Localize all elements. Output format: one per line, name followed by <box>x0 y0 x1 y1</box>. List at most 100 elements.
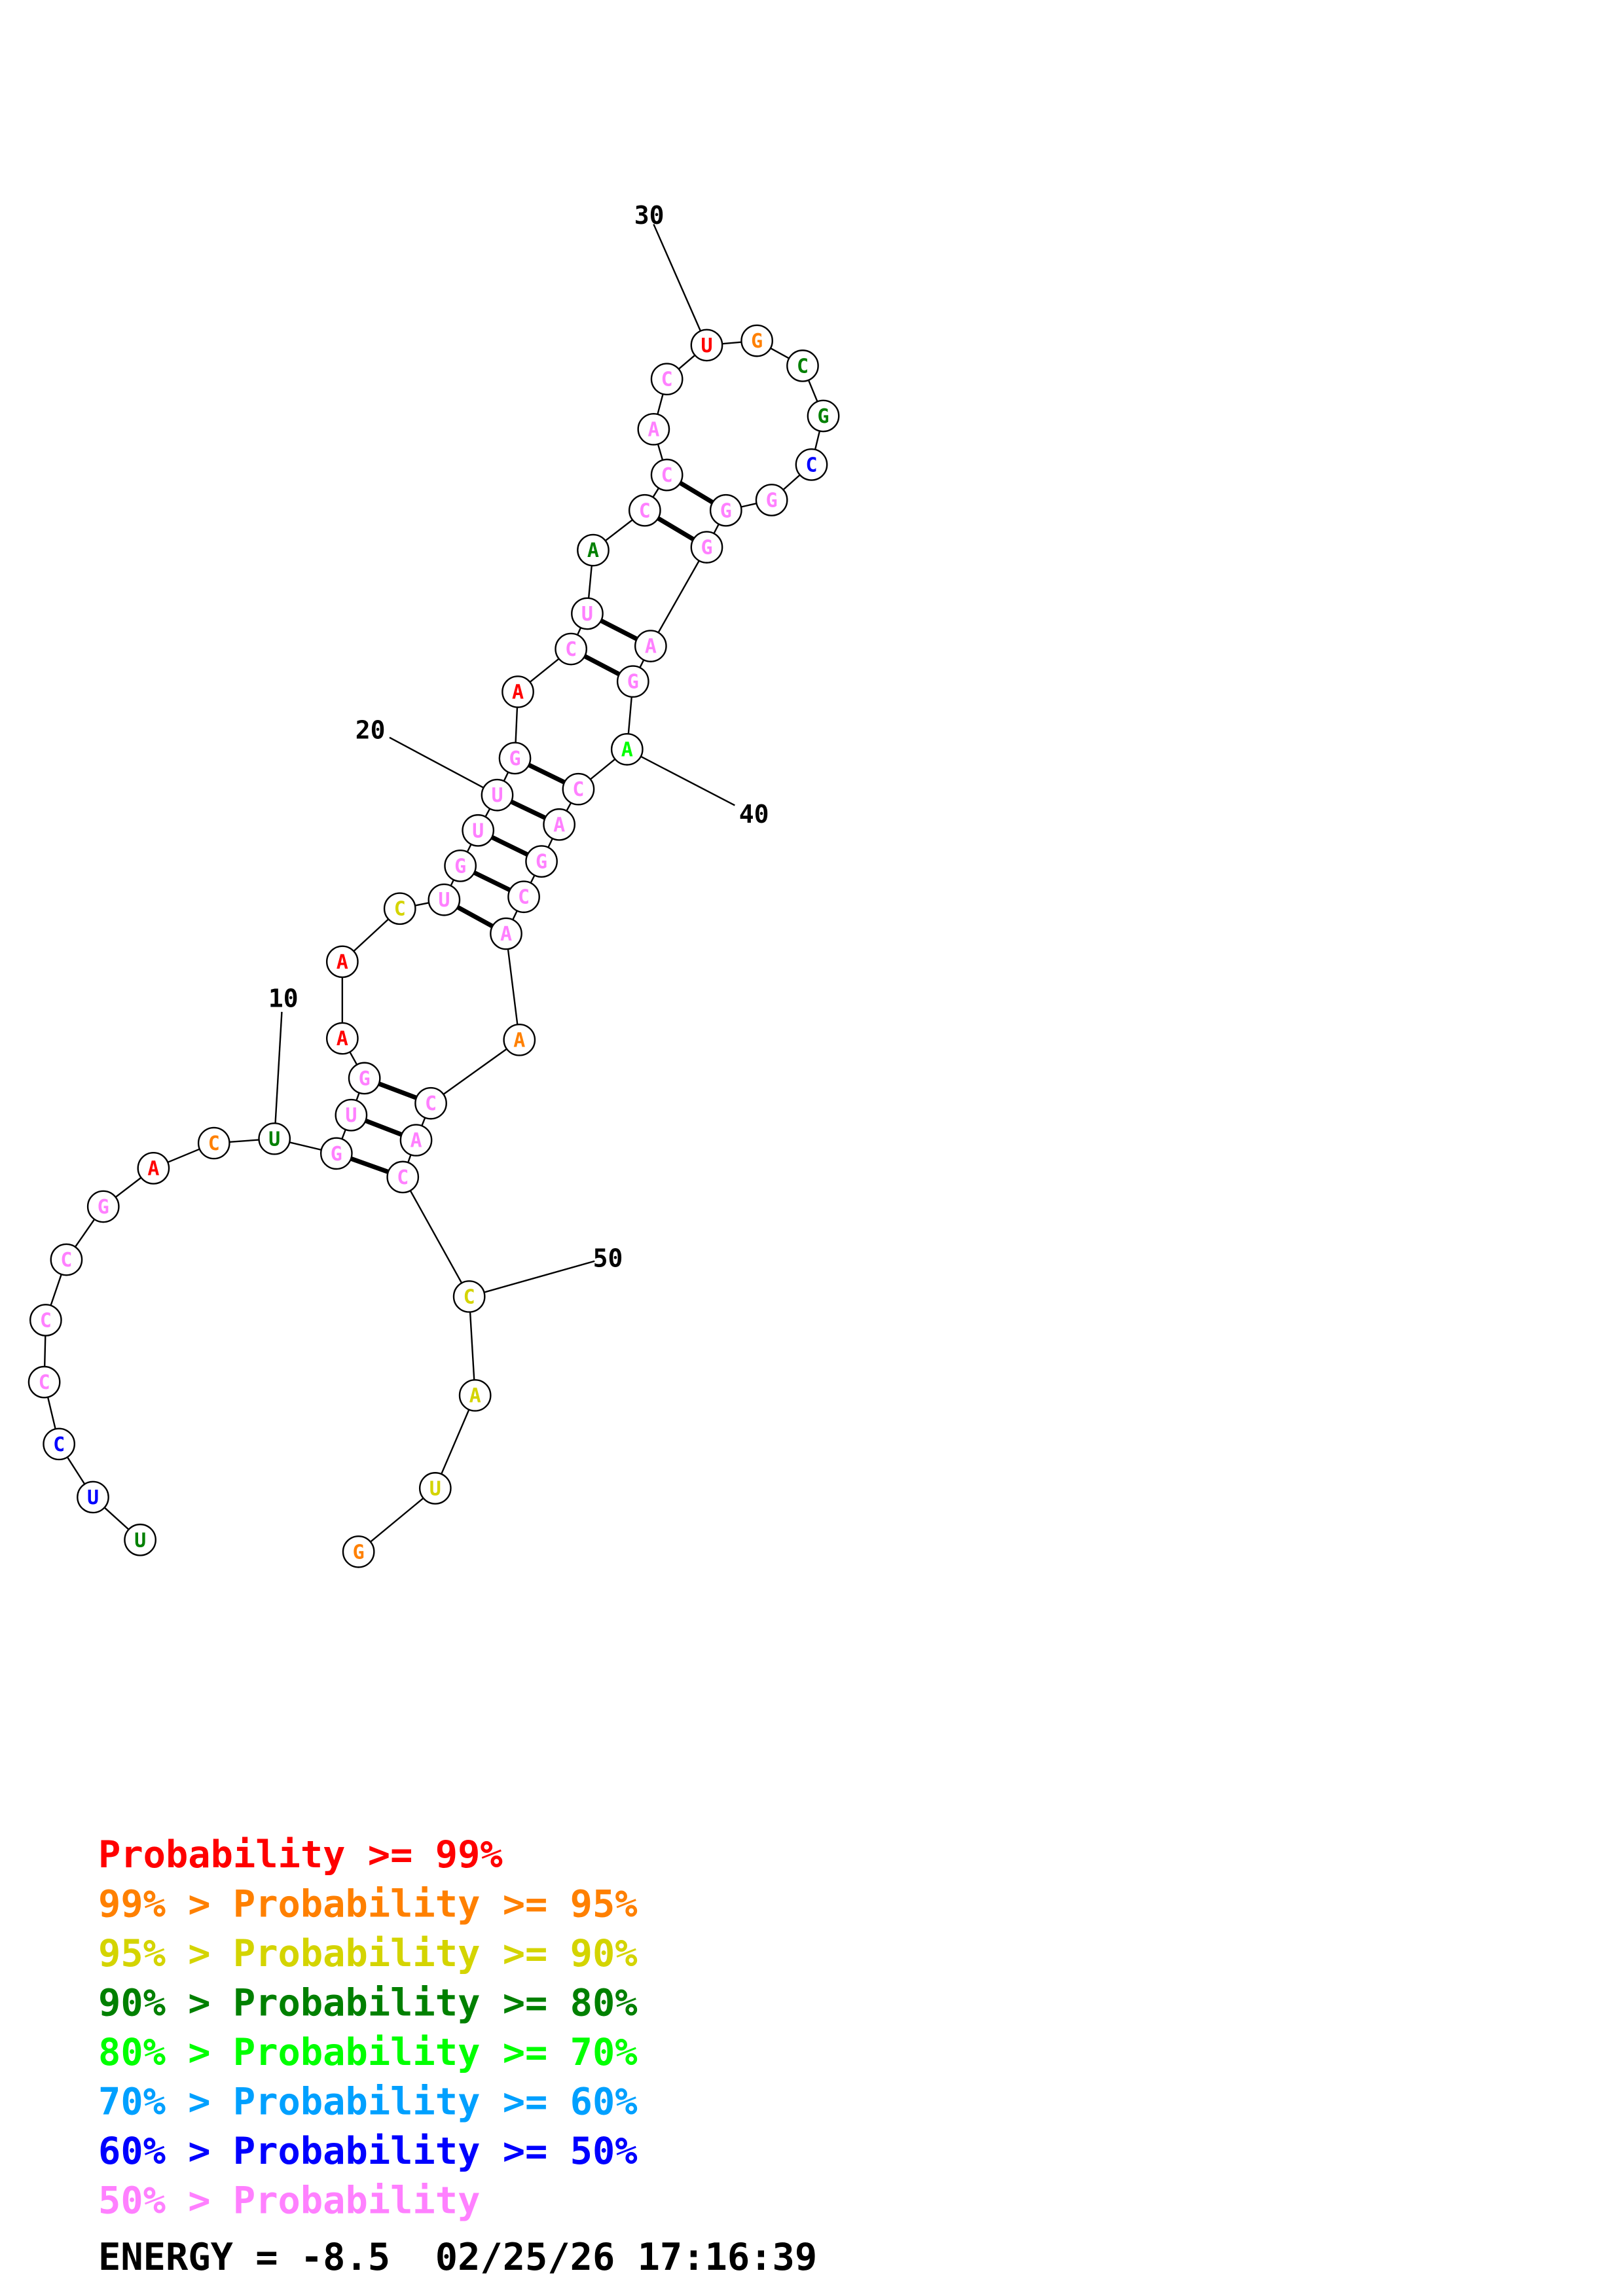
backbone-lines <box>43 340 824 1552</box>
nucleotide-base: C <box>40 1310 52 1333</box>
nucleotide-base: C <box>39 1371 50 1394</box>
nucleotide: G <box>498 742 532 775</box>
nucleotide-circle <box>444 850 477 882</box>
backbone-segment <box>505 933 520 1040</box>
nucleotide-base: U <box>345 1104 357 1127</box>
legend-entry: 80% > Probability >= 70% <box>98 2031 638 2074</box>
nucleotide-circle <box>452 1280 486 1313</box>
nucleotide-base: U <box>472 819 484 842</box>
nucleotide-circle <box>335 1098 368 1132</box>
legend-entry: 90% > Probability >= 80% <box>98 1982 638 2025</box>
nucleotide: A <box>490 917 522 950</box>
nucleotide: U <box>77 1480 109 1514</box>
legend-entry: 50% > Probability <box>98 2179 480 2223</box>
nucleotide: G <box>709 493 742 527</box>
nucleotide-base: A <box>337 1028 348 1050</box>
nucleotide: C <box>452 1280 486 1313</box>
nucleotide-base: G <box>353 1541 365 1564</box>
nucleotide-base: U <box>268 1128 280 1151</box>
legend-entry: 60% > Probability >= 50% <box>98 2130 638 2173</box>
nucleotide-base: C <box>60 1249 72 1272</box>
nucleotide: C <box>795 448 828 481</box>
nucleotide-base: C <box>661 464 673 487</box>
nucleotide-base: G <box>627 671 639 694</box>
nucleotide-base: G <box>751 330 763 353</box>
nucleotide-circle <box>628 493 661 527</box>
nucleotide: G <box>348 1062 381 1095</box>
nucleotide-circle <box>650 363 684 396</box>
nucleotide-base: C <box>464 1285 475 1308</box>
nucleotide-circle <box>383 892 416 925</box>
nucleotide-base: G <box>536 851 547 874</box>
nucleotide-circle <box>137 1152 170 1185</box>
nucleotide-circle <box>418 1472 452 1505</box>
nucleotide: C <box>650 363 684 396</box>
base-pair-lines <box>335 473 727 1179</box>
nucleotide-base: C <box>208 1132 220 1155</box>
nucleotide-base: U <box>581 603 593 626</box>
nucleotide-base: A <box>513 1029 525 1052</box>
nucleotide: C <box>650 458 684 492</box>
nucleotide: G <box>444 850 477 882</box>
nucleotide: C <box>414 1086 447 1120</box>
nucleotide: G <box>86 1190 120 1223</box>
nucleotide-circle <box>616 665 649 698</box>
nucleotide-circle <box>555 632 588 666</box>
nucleotide: G <box>616 665 649 698</box>
nucleotide-base: A <box>337 951 348 974</box>
nucleotide: G <box>807 399 840 433</box>
nucleotide-circle <box>786 350 819 382</box>
nucleotide: C <box>786 350 819 382</box>
nucleotide: A <box>503 1023 536 1056</box>
nucleotide-circle <box>740 324 773 357</box>
energy-line: ENERGY = -8.5 02/25/26 17:16:39 <box>98 2236 817 2279</box>
nucleotide-circle <box>342 1535 375 1568</box>
nucleotide-circle <box>610 732 644 766</box>
nucleotide-base: A <box>621 738 633 761</box>
nucleotide: U <box>418 1472 452 1505</box>
index-tick <box>273 1011 283 1139</box>
nucleotide-circle <box>807 399 840 433</box>
nucleotide: U <box>335 1098 368 1132</box>
index-label: 20 <box>356 716 386 745</box>
nucleotide-base: A <box>147 1157 159 1180</box>
nucleotide-circle <box>709 493 742 527</box>
nucleotide-circle <box>577 533 610 567</box>
index-label: 40 <box>739 800 769 829</box>
nucleotide-base: C <box>805 454 817 476</box>
index-label: 50 <box>593 1244 623 1272</box>
nucleotide-base: G <box>701 537 712 560</box>
nucleotide-circle <box>634 630 667 662</box>
nucleotide-base: U <box>134 1529 146 1552</box>
nucleotide: A <box>501 675 534 708</box>
nucleotide: U <box>571 597 604 630</box>
nucleotide: G <box>755 484 788 516</box>
nucleotide-circle <box>428 883 461 916</box>
index-tick <box>389 736 498 796</box>
nucleotide-base: C <box>797 355 809 378</box>
nucleotide: G <box>319 1137 353 1170</box>
nucleotide-base: A <box>410 1130 422 1153</box>
nucleotide: U <box>258 1122 291 1155</box>
nucleotide-base: G <box>359 1067 371 1090</box>
nucleotide-base: A <box>469 1384 481 1407</box>
nucleotide: C <box>383 892 416 925</box>
nucleotide-circle <box>507 880 540 914</box>
nucleotide-circle <box>755 484 788 516</box>
nucleotide-circle <box>50 1243 83 1276</box>
index-tick <box>627 748 735 806</box>
nucleotide: C <box>29 1304 62 1336</box>
nucleotide-base: A <box>647 418 659 441</box>
nucleotide-circle <box>481 778 514 812</box>
nucleotide-base: C <box>397 1166 409 1189</box>
nucleotide-circle <box>458 1379 492 1412</box>
nucleotide-base: C <box>565 638 577 661</box>
backbone-segment <box>649 547 708 647</box>
nucleotide-circle <box>571 597 604 630</box>
index-ticks: 10 20 30 40 50 <box>268 201 769 1298</box>
backbone-segment <box>357 1487 436 1552</box>
index-tick <box>469 1260 595 1298</box>
nucleotide-circle <box>414 1086 447 1120</box>
nucleotide-circle <box>543 808 575 841</box>
nucleotide: G <box>525 845 558 878</box>
